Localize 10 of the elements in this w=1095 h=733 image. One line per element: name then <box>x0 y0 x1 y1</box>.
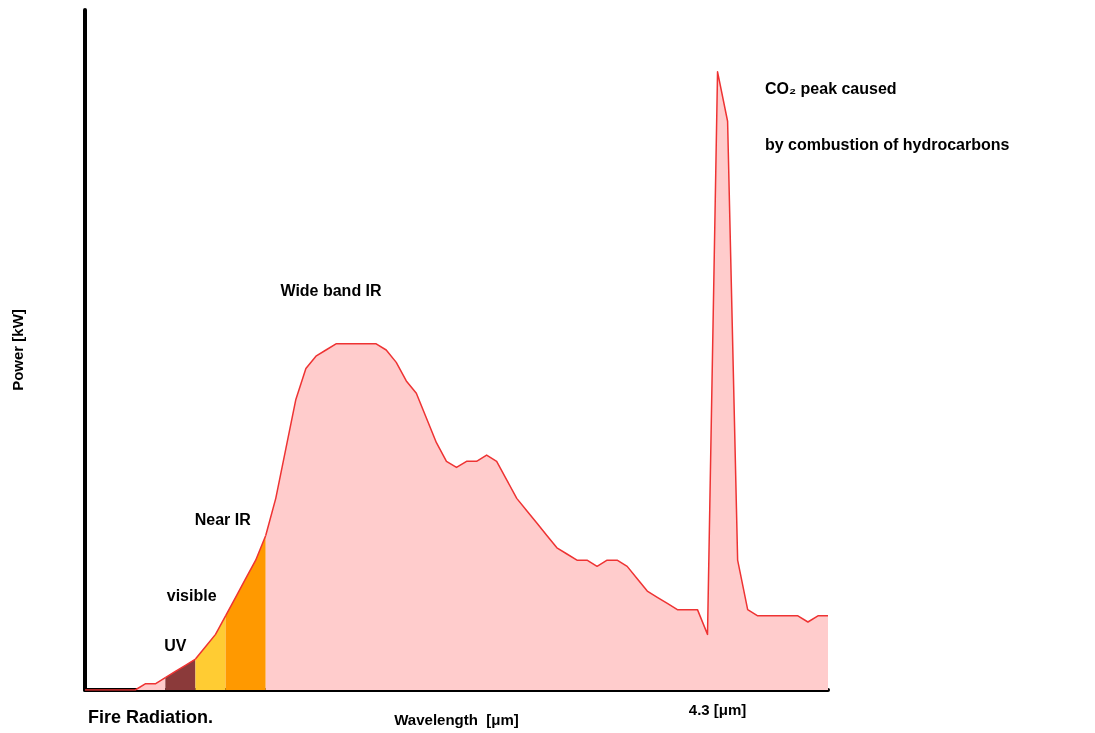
series-label: visible <box>166 587 217 605</box>
text: 4.3 [μm] <box>688 701 747 718</box>
series-label: UV <box>164 636 187 654</box>
text: Wide band IR <box>280 282 383 300</box>
x-axis-title: Wavelength [μm] <box>394 711 519 728</box>
series-label: Near IR <box>194 510 252 528</box>
annotation: CO₂ peak caused <box>765 79 897 97</box>
text: Fire Radiation. <box>88 707 214 727</box>
annotation: by combustion of hydrocarbons <box>765 135 1010 153</box>
y-axis-title: Power [kW] <box>9 309 26 391</box>
